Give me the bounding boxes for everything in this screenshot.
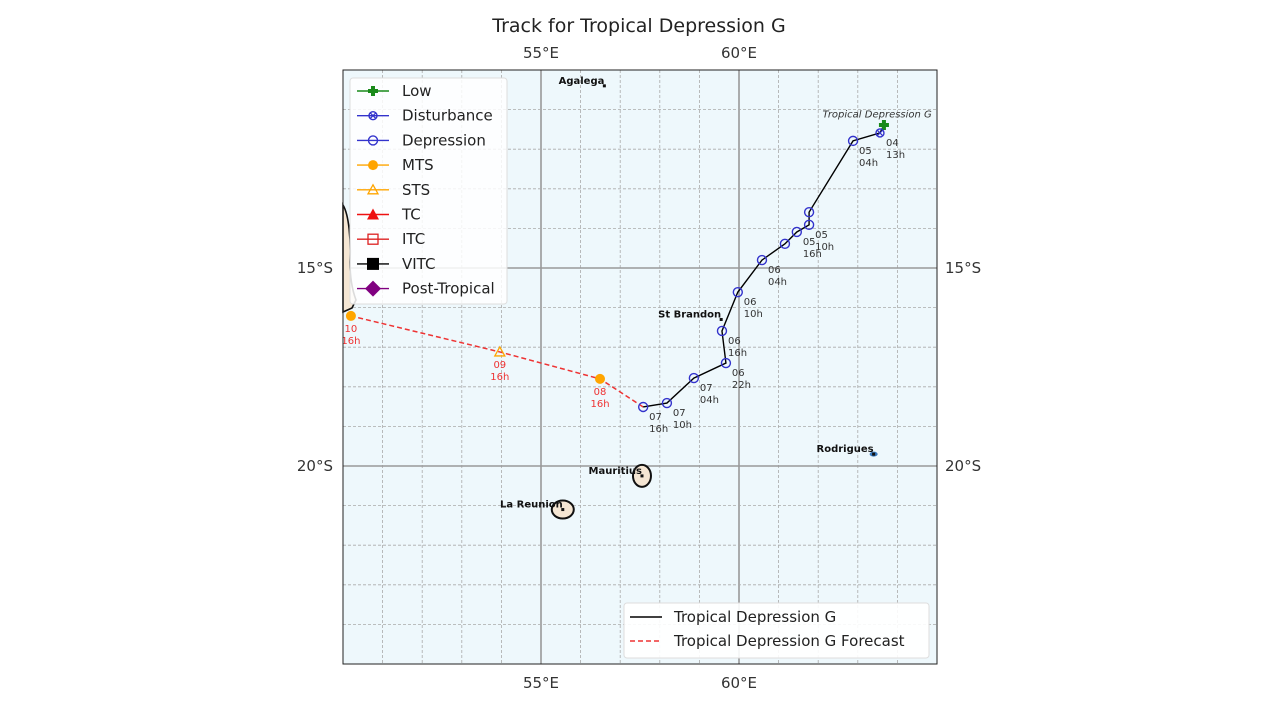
track-point-hour: 04h xyxy=(859,158,878,169)
observed-track-line xyxy=(643,124,885,408)
lon-tick-top: 60°E xyxy=(721,44,757,62)
depression-marker-icon xyxy=(732,286,744,298)
track-point-hour: 10h xyxy=(744,309,763,320)
depression-marker-icon xyxy=(688,372,700,384)
track-point-hour: 16h xyxy=(728,348,747,359)
legend-label: Depression xyxy=(402,131,486,149)
place-label: La Reunion xyxy=(500,500,563,511)
lat-tick-left: 15°S xyxy=(297,259,333,277)
disturbance-marker-icon xyxy=(876,129,884,137)
place-label: St Brandon xyxy=(658,309,721,320)
forecast-point-day: 09 xyxy=(493,360,506,371)
track-point-hour: 10h xyxy=(673,420,692,431)
depression-marker-icon xyxy=(756,254,768,266)
depression-marker-icon xyxy=(367,135,379,146)
place-label: Mauritius xyxy=(589,466,643,477)
legend-label: VITC xyxy=(402,255,435,273)
legend-box xyxy=(349,77,508,305)
place-marker xyxy=(640,474,644,478)
vitc-marker-icon xyxy=(367,257,379,270)
depression-marker-icon xyxy=(716,325,728,337)
track-point-hour: 04h xyxy=(768,277,787,288)
track-point-hour: 13h xyxy=(886,150,905,161)
line-legend-box xyxy=(623,602,930,659)
forecast-point-hour: 16h xyxy=(341,336,360,347)
track-point-day: 06 xyxy=(728,336,741,347)
track-point-day: 05 xyxy=(859,146,872,157)
depression-marker-icon xyxy=(803,219,815,231)
track-point-day: 06 xyxy=(744,297,757,308)
depression-marker-icon xyxy=(720,357,732,369)
depression-marker-icon xyxy=(637,401,649,413)
mts-marker-icon xyxy=(368,160,378,171)
depression-marker-icon xyxy=(847,135,859,147)
track-point-hour: 22h xyxy=(732,380,751,391)
map-title: Track for Tropical Depression G xyxy=(491,15,785,37)
mts-marker-icon xyxy=(595,373,606,384)
post-tropical-marker-icon xyxy=(365,280,381,297)
legend-label: ITC xyxy=(402,230,425,248)
lat-tick-right: 20°S xyxy=(945,457,981,475)
low-marker-icon xyxy=(878,120,889,131)
track-point-hour: 10h xyxy=(815,242,834,253)
place-marker xyxy=(602,84,606,88)
places-layer: Agalega St Brandon Mauritius La Reunion Rodr… xyxy=(500,76,878,520)
track-point-day: 06 xyxy=(732,368,745,379)
line-legend-label: Tropical Depression G Forecast xyxy=(673,632,905,650)
axis-ticks: 55°E 55°E 60°E 60°E 15°S 15°S 20°S 20°S xyxy=(297,44,981,692)
track-point-hour: 16h xyxy=(649,424,668,435)
track-point-day: 05 xyxy=(803,237,816,248)
legend-label: Post-Tropical xyxy=(402,280,495,298)
depression-marker-icon xyxy=(791,226,803,238)
disturbance-marker-icon xyxy=(369,112,377,120)
disturbance-marker-icon xyxy=(368,110,378,121)
sts-marker-icon xyxy=(366,183,380,195)
disturbance-marker-icon xyxy=(875,128,885,138)
line-legend: Tropical Depression G Tropical Depression… xyxy=(623,602,930,659)
track-point-day: 07 xyxy=(700,383,713,394)
track-point-day: 07 xyxy=(673,408,686,419)
map-frame xyxy=(342,69,938,665)
place-marker xyxy=(719,317,723,321)
forecast-point-hour: 16h xyxy=(490,372,509,383)
storm-name-label: Tropical Depression G xyxy=(822,110,932,121)
legend-label: MTS xyxy=(402,156,434,174)
legend-label: Low xyxy=(402,82,432,100)
depression-marker-icon xyxy=(803,206,815,218)
legend-label: STS xyxy=(402,181,430,199)
forecast-track-line xyxy=(350,315,644,408)
line-legend-label: Tropical Depression G xyxy=(673,608,836,626)
legend-label: Disturbance xyxy=(402,107,493,125)
track-point-day: 07 xyxy=(649,412,662,423)
track-point-day: 05 xyxy=(815,230,828,241)
low-marker-icon xyxy=(368,86,378,96)
mts-marker-icon xyxy=(345,310,356,321)
lon-tick-top: 55°E xyxy=(523,44,559,62)
tracks-layer: 0413h0504h0510h0516h0604h0610h0616h0622h… xyxy=(341,110,932,435)
track-point-day: 06 xyxy=(768,265,781,276)
category-legend: Low Disturbance Depression MTS STS TC ITC VITC P… xyxy=(349,77,508,305)
forecast-point-hour: 16h xyxy=(590,399,609,410)
legend-label: TC xyxy=(401,206,421,224)
depression-marker-icon xyxy=(779,238,791,250)
tc-marker-icon xyxy=(367,208,379,220)
sts-marker-icon xyxy=(493,345,506,357)
track-point-day: 04 xyxy=(886,138,899,149)
place-marker xyxy=(872,452,876,456)
lon-tick-bottom: 60°E xyxy=(721,674,757,692)
track-point-hour: 16h xyxy=(803,249,822,260)
lat-tick-right: 15°S xyxy=(945,259,981,277)
track-point-hour: 04h xyxy=(700,395,719,406)
itc-marker-icon xyxy=(367,233,379,245)
place-marker xyxy=(561,508,565,512)
depression-marker-icon xyxy=(661,397,673,409)
place-label: Rodrigues xyxy=(817,444,874,455)
forecast-point-day: 08 xyxy=(594,387,607,398)
place-label: Agalega xyxy=(559,76,605,87)
lon-tick-bottom: 55°E xyxy=(523,674,559,692)
forecast-point-day: 10 xyxy=(345,324,358,335)
lat-tick-left: 20°S xyxy=(297,457,333,475)
